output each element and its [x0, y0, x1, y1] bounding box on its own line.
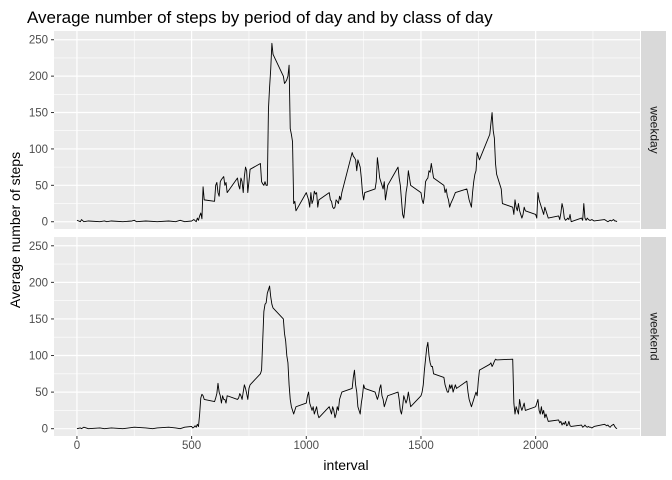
y-tick-label: 0	[42, 424, 48, 436]
facet-strip-label: weekday	[647, 105, 661, 153]
panel-background	[54, 31, 640, 229]
y-tick-label: 150	[29, 108, 48, 120]
chart-title: Average number of steps by period of day…	[27, 8, 493, 27]
y-tick-label: 200	[29, 71, 48, 83]
x-tick-label: 0	[74, 440, 80, 452]
y-tick-label: 50	[35, 180, 48, 192]
facet-panels: 0 50 100 150 200 250 weekday 0 50 100 150 200 250 wee…	[29, 31, 666, 436]
facet-panel-weekend: 0 50 100 150 200 250 weekend	[29, 237, 666, 436]
x-axis: 0 500 1000 1500 2000	[74, 436, 549, 452]
y-tick-label: 0	[42, 217, 48, 229]
facet-strip-label: weekend	[647, 311, 661, 360]
x-tick-label: 1000	[293, 440, 319, 452]
x-tick-label: 500	[182, 440, 201, 452]
y-tick-label: 50	[35, 387, 48, 399]
y-tick-label: 100	[29, 144, 48, 156]
x-axis-title: interval	[323, 457, 368, 473]
panel-background	[54, 237, 640, 436]
facet-strip	[641, 31, 666, 229]
y-tick-label: 100	[29, 351, 48, 363]
y-tick-label: 250	[29, 35, 48, 47]
y-axis-title: Average number of steps	[7, 152, 23, 308]
facet-strip	[641, 237, 666, 436]
series-line-weekday	[76, 42, 618, 223]
series-line-weekend	[76, 285, 618, 430]
x-tick-label: 2000	[523, 440, 549, 452]
y-tick-label: 150	[29, 314, 48, 326]
facet-panel-weekday: 0 50 100 150 200 250 weekday	[29, 31, 666, 229]
x-tick-label: 1500	[408, 440, 434, 452]
y-tick-label: 200	[29, 277, 48, 289]
y-tick-label: 250	[29, 241, 48, 253]
